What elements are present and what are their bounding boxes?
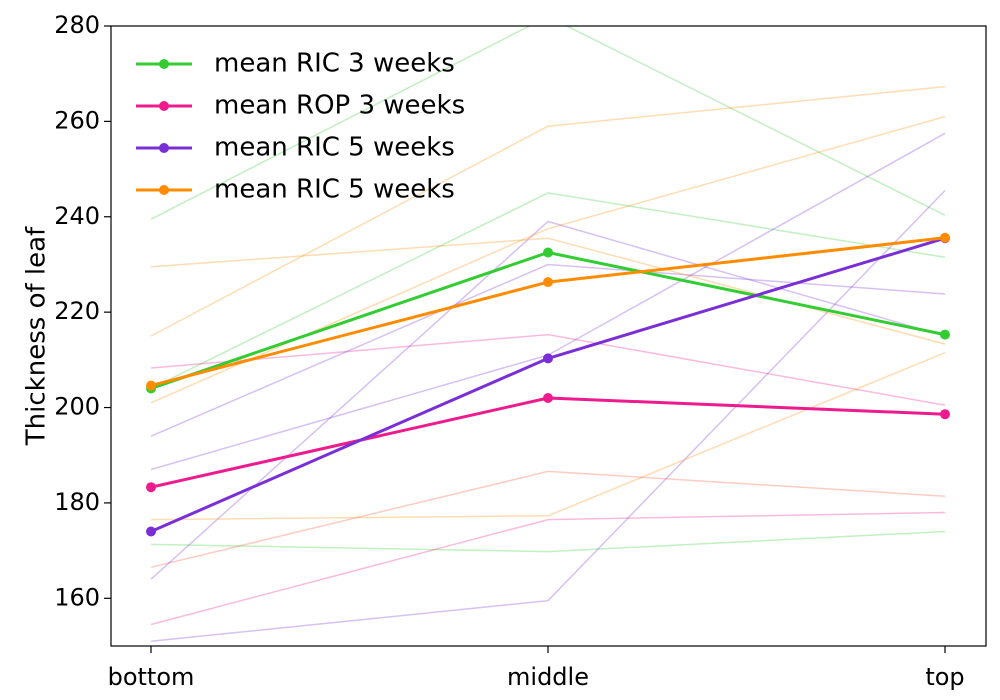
mean-point-1-middle bbox=[543, 247, 553, 258]
legend-marker-1 bbox=[159, 59, 169, 69]
individual-line-13 bbox=[150, 115, 946, 404]
mean-point-2-bottom bbox=[146, 482, 156, 493]
y-tick-label: 200 bbox=[54, 393, 100, 421]
legend-marker-4 bbox=[159, 185, 169, 195]
individual-line-9 bbox=[150, 189, 946, 642]
individual-line-14 bbox=[150, 352, 946, 521]
y-tick-label: 280 bbox=[54, 11, 100, 39]
y-axis: 160 180 200 220 240 260 280 bbox=[54, 11, 111, 611]
mean-point-3-middle bbox=[543, 353, 553, 364]
mean-point-2-middle bbox=[543, 393, 553, 403]
individual-line-1 bbox=[150, 26, 946, 220]
individual-line-3 bbox=[150, 530, 946, 553]
x-axis: bottom middle top bbox=[108, 646, 965, 691]
mean-point-4-middle bbox=[543, 277, 553, 288]
y-tick-label: 220 bbox=[54, 297, 100, 325]
mean-point-4-top bbox=[940, 232, 950, 243]
legend: mean RIC 3 weeks mean ROP 3 weeks mean RIC… bbox=[136, 49, 465, 205]
y-tick-label: 160 bbox=[54, 583, 100, 611]
y-axis-label: Thickness of leaf bbox=[22, 226, 52, 446]
legend-label-1: mean RIC 3 weeks bbox=[214, 49, 455, 79]
individual-line-2 bbox=[150, 192, 946, 390]
x-tick-label-top: top bbox=[925, 663, 964, 691]
legend-label-3: mean RIC 5 weeks bbox=[214, 133, 455, 163]
legend-marker-3 bbox=[159, 143, 169, 153]
individual-line-4 bbox=[150, 333, 946, 406]
x-tick-label-middle: middle bbox=[507, 663, 589, 691]
y-tick-label: 260 bbox=[54, 106, 100, 134]
individual-line-11 bbox=[150, 237, 946, 345]
individual-line-5 bbox=[150, 511, 946, 626]
mean-point-1-top bbox=[940, 329, 950, 340]
individual-line-7 bbox=[150, 220, 946, 580]
legend-label-2: mean ROP 3 weeks bbox=[214, 91, 465, 121]
mean-point-3-bottom bbox=[146, 526, 156, 537]
mean-point-2-top bbox=[940, 409, 950, 420]
y-tick-label: 180 bbox=[54, 488, 100, 516]
legend-label-4: mean RIC 5 weeks bbox=[214, 175, 455, 205]
mean-lines-group bbox=[146, 232, 950, 537]
individual-line-10 bbox=[150, 263, 946, 437]
y-tick-label: 240 bbox=[54, 202, 100, 230]
individual-line-6 bbox=[150, 470, 946, 569]
legend-marker-2 bbox=[159, 101, 169, 111]
x-tick-label-bottom: bottom bbox=[108, 663, 195, 691]
mean-point-4-bottom bbox=[146, 380, 156, 391]
individual-line-12 bbox=[150, 85, 946, 337]
